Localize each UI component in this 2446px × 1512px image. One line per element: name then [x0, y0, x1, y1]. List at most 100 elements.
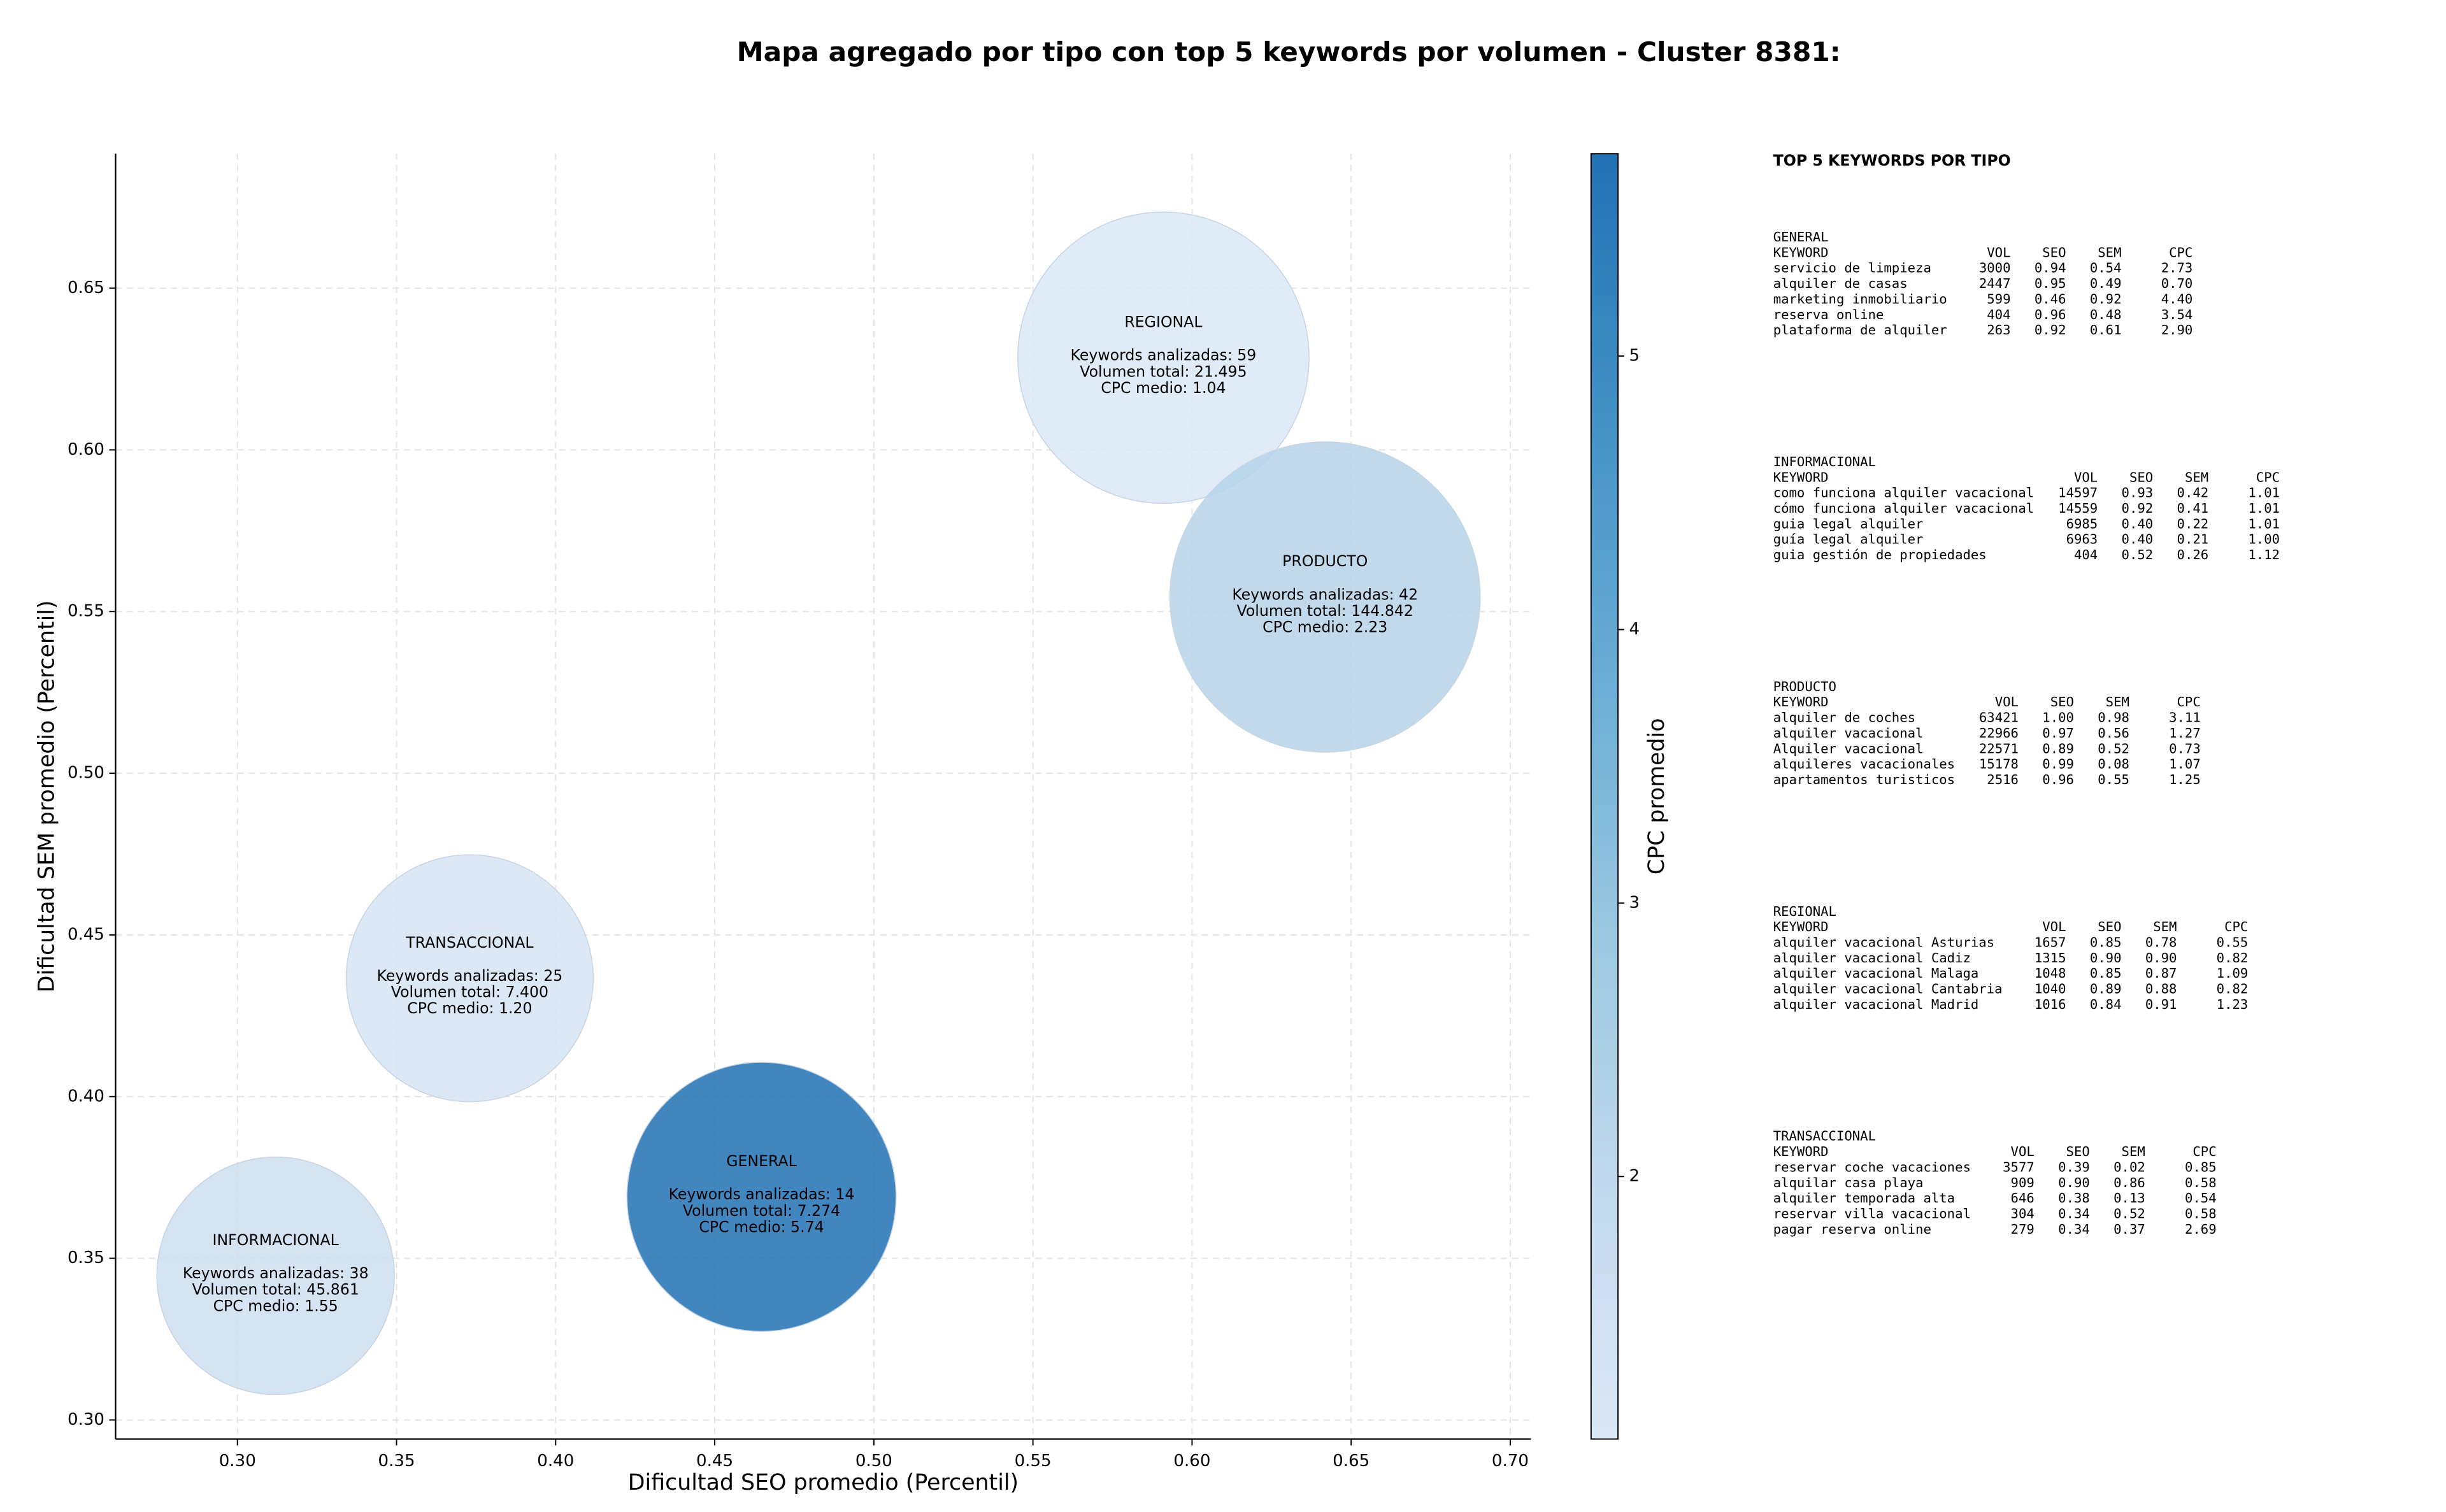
cell: 0.78	[2145, 935, 2177, 950]
cell: 6963	[2066, 532, 2098, 547]
bubble-annotation: Volumen total: 144.842	[1237, 602, 1413, 620]
y-tick-label: 0.35	[68, 1248, 104, 1267]
bubble-name: GENERAL	[726, 1152, 797, 1170]
cell: 0.02	[2113, 1159, 2145, 1174]
section-name: TRANSACCIONAL	[1773, 1129, 1876, 1144]
bubble-annotation: CPC medio: 5.74	[699, 1218, 824, 1236]
cell: 0.26	[2177, 547, 2209, 562]
bubble-annotation: Keywords analizadas: 59	[1071, 346, 1257, 364]
cell: 1.01	[2248, 516, 2280, 531]
x-tick-label: 0.55	[1015, 1451, 1052, 1471]
cell: 0.70	[2161, 276, 2193, 291]
keyword: alquiler de coches	[1773, 710, 1915, 725]
column-header: KEYWORD	[1773, 469, 1829, 485]
cell: 0.94	[2035, 260, 2066, 276]
cell: 14597	[2058, 485, 2098, 501]
cell: 0.89	[2042, 741, 2074, 756]
x-axis-label: Dificultad SEO promedio (Percentil)	[628, 1470, 1019, 1495]
cell: 1040	[2035, 981, 2066, 997]
cell: 15178	[1979, 757, 2019, 772]
keyword: pagar reserva online	[1773, 1222, 1931, 1237]
cell: 0.92	[2122, 501, 2154, 516]
cell: 0.85	[2090, 935, 2122, 950]
column-header: KEYWORD	[1773, 245, 1829, 260]
cell: 1.09	[2217, 966, 2249, 981]
bubble-name: INFORMACIONAL	[213, 1231, 340, 1249]
bubble	[156, 1156, 395, 1395]
cell: 1.01	[2248, 501, 2280, 516]
keyword: alquiler vacacional Malaga	[1773, 966, 1979, 981]
x-tick-label: 0.40	[537, 1451, 574, 1471]
cell: 0.61	[2090, 322, 2122, 338]
column-header: SEO	[2050, 694, 2074, 710]
cell: 0.88	[2145, 981, 2177, 997]
column-header: SEO	[2042, 245, 2066, 260]
bubble-annotation: CPC medio: 1.55	[213, 1297, 338, 1315]
cell: 3000	[1979, 260, 2011, 276]
column-header: SEO	[2066, 1144, 2090, 1159]
cell: 0.99	[2042, 757, 2074, 772]
cell: 0.34	[2058, 1222, 2090, 1237]
colorbar-tick-label: 5	[1629, 346, 1640, 366]
cell: 0.41	[2177, 501, 2209, 516]
keyword: alquiler vacacional Madrid	[1773, 997, 1979, 1012]
bubble-annotation: CPC medio: 2.23	[1262, 618, 1387, 636]
cell: 0.85	[2090, 966, 2122, 981]
keyword: alquileres vacacionales	[1773, 757, 1955, 772]
section-name: GENERAL	[1773, 229, 1829, 245]
column-header: VOL	[1995, 694, 2019, 710]
column-header: SEM	[2185, 469, 2208, 485]
column-header: VOL	[2011, 1144, 2035, 1159]
keyword: como funciona alquiler vacacional	[1773, 485, 2034, 501]
y-tick-label: 0.45	[68, 925, 104, 944]
section-name: PRODUCTO	[1773, 679, 1836, 694]
bubble-name: TRANSACCIONAL	[405, 934, 534, 952]
column-header: VOL	[2074, 469, 2098, 485]
cell: 0.98	[2098, 710, 2129, 725]
keyword: alquiler vacacional Cadiz	[1773, 950, 1971, 966]
y-tick-label: 0.55	[68, 602, 104, 621]
cell: 0.54	[2090, 260, 2122, 276]
cell: 0.89	[2090, 981, 2122, 997]
cell: 0.49	[2090, 276, 2122, 291]
colorbar-tick-label: 4	[1629, 620, 1640, 639]
cell: 404	[2074, 547, 2098, 562]
cell: 0.91	[2145, 997, 2177, 1012]
column-header: SEM	[2122, 1144, 2145, 1159]
keyword: cómo funciona alquiler vacacional	[1773, 501, 2034, 516]
cell: 0.48	[2090, 307, 2122, 322]
keyword: plataforma de alquiler	[1773, 322, 1947, 338]
cell: 0.46	[2035, 291, 2066, 306]
cell: 0.40	[2122, 532, 2154, 547]
x-tick-label: 0.65	[1333, 1451, 1370, 1471]
y-tick-label: 0.30	[68, 1410, 104, 1429]
cell: 0.58	[2185, 1206, 2217, 1222]
cell: 0.92	[2035, 322, 2066, 338]
cell: 909	[2011, 1175, 2035, 1190]
y-axis-label: Dificultad SEM promedio (Percentil)	[34, 600, 60, 992]
cell: 599	[1987, 291, 2010, 306]
cell: 0.84	[2090, 997, 2122, 1012]
cell: 0.37	[2113, 1222, 2145, 1237]
cell: 263	[1987, 322, 2010, 338]
x-tick-label: 0.70	[1492, 1451, 1529, 1471]
cell: 0.82	[2217, 981, 2249, 997]
colorbar-label: CPC promedio	[1644, 718, 1670, 874]
column-header: VOL	[2042, 919, 2066, 934]
column-header: VOL	[1987, 245, 2010, 260]
cell: 0.73	[2169, 741, 2201, 756]
cell: 0.96	[2035, 307, 2066, 322]
x-tick-label: 0.45	[696, 1451, 733, 1471]
keyword: alquilar casa playa	[1773, 1175, 1924, 1190]
keyword: apartamentos turisticos	[1773, 772, 1955, 787]
bubble-annotation: CPC medio: 1.20	[407, 999, 532, 1017]
bubble-annotation: Keywords analizadas: 25	[377, 967, 563, 985]
column-header: CPC	[2169, 245, 2192, 260]
cell: 22571	[1979, 741, 2019, 756]
column-header: SEM	[2153, 919, 2177, 934]
cell: 0.86	[2113, 1175, 2145, 1190]
cell: 1.12	[2248, 547, 2280, 562]
section-name: INFORMACIONAL	[1773, 454, 1876, 469]
keyword: guía legal alquiler	[1773, 532, 1924, 547]
column-header: KEYWORD	[1773, 919, 1829, 934]
